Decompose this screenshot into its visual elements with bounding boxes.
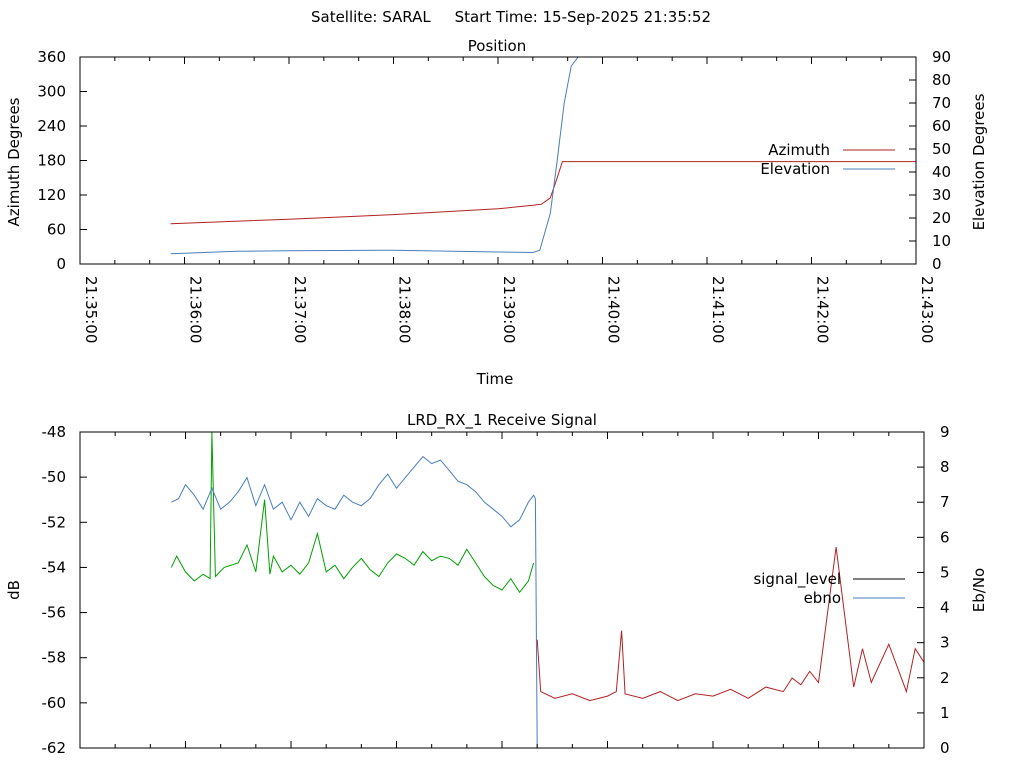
ebno-axis-label: Eb/No [970,568,988,612]
y-tick-label: 0 [56,255,66,273]
y-tick-label: -62 [42,739,67,757]
position-chart-title: Position [468,37,526,55]
legend-label: ebno [804,589,841,607]
elevation-series-line [170,57,579,255]
x-tick-label: 21:41:00 [709,276,727,343]
y2-tick-label: 0 [940,739,950,757]
legend-label: signal_level [753,570,841,589]
x-tick-label: 21:43:00 [918,276,936,343]
signal-chart-title: LRD_RX_1 Receive Signal [407,411,597,430]
y2-tick-label: 50 [932,140,951,158]
y-tick-label: 120 [37,186,66,204]
y2-tick-label: 20 [932,209,951,227]
azimuth-series-line [170,161,916,225]
y-tick-label: 300 [37,83,66,101]
y2-tick-label: 30 [932,186,951,204]
y2-tick-label: 3 [940,634,950,652]
x-tick-label: 21:42:00 [814,276,832,343]
legend-label: Elevation [760,160,830,178]
y-tick-label: 60 [47,221,66,239]
ebno-series-line [171,455,538,748]
y-tick-label: -58 [42,649,67,667]
x-tick-label: 21:37:00 [291,276,309,343]
x-tick-label: 21:39:00 [500,276,518,343]
y2-tick-label: 0 [932,255,942,273]
y2-tick-label: 40 [932,163,951,181]
y-tick-label: -52 [42,513,67,531]
signal-level-series-line [170,432,535,594]
y2-tick-label: 5 [940,563,950,581]
y-tick-label: -54 [42,558,67,576]
y2-tick-label: 70 [932,94,951,112]
y-tick-label: -56 [42,604,67,622]
y2-tick-label: 2 [940,669,950,687]
y-tick-label: 240 [37,117,66,135]
legend-label: Azimuth [768,141,830,159]
y2-tick-label: 1 [940,704,950,722]
time-axis-label: Time [476,370,514,388]
header-text: Satellite: SARAL Start Time: 15-Sep-2025… [311,8,711,26]
y-tick-label: -60 [42,694,67,712]
x-tick-label: 21:36:00 [187,276,205,343]
y-tick-label: 360 [37,48,66,66]
x-tick-label: 21:40:00 [605,276,623,343]
elevation-axis-label: Elevation Degrees [970,93,988,230]
y-tick-label: 180 [37,152,66,170]
y2-tick-label: 10 [932,232,951,250]
y2-tick-label: 9 [940,423,950,441]
azimuth-axis-label: Azimuth Degrees [5,97,23,226]
y2-tick-label: 90 [932,48,951,66]
y2-tick-label: 7 [940,493,950,511]
y2-tick-label: 8 [940,458,950,476]
db-axis-label: dB [5,580,23,600]
y2-tick-label: 60 [932,117,951,135]
y-tick-label: -50 [42,468,67,486]
y2-tick-label: 4 [940,599,950,617]
unnamed-series-line [536,547,924,702]
y2-tick-label: 6 [940,528,950,546]
x-tick-label: 21:38:00 [396,276,414,343]
y-tick-label: -48 [42,423,67,441]
x-tick-label: 21:35:00 [82,276,100,343]
y2-tick-label: 80 [932,71,951,89]
